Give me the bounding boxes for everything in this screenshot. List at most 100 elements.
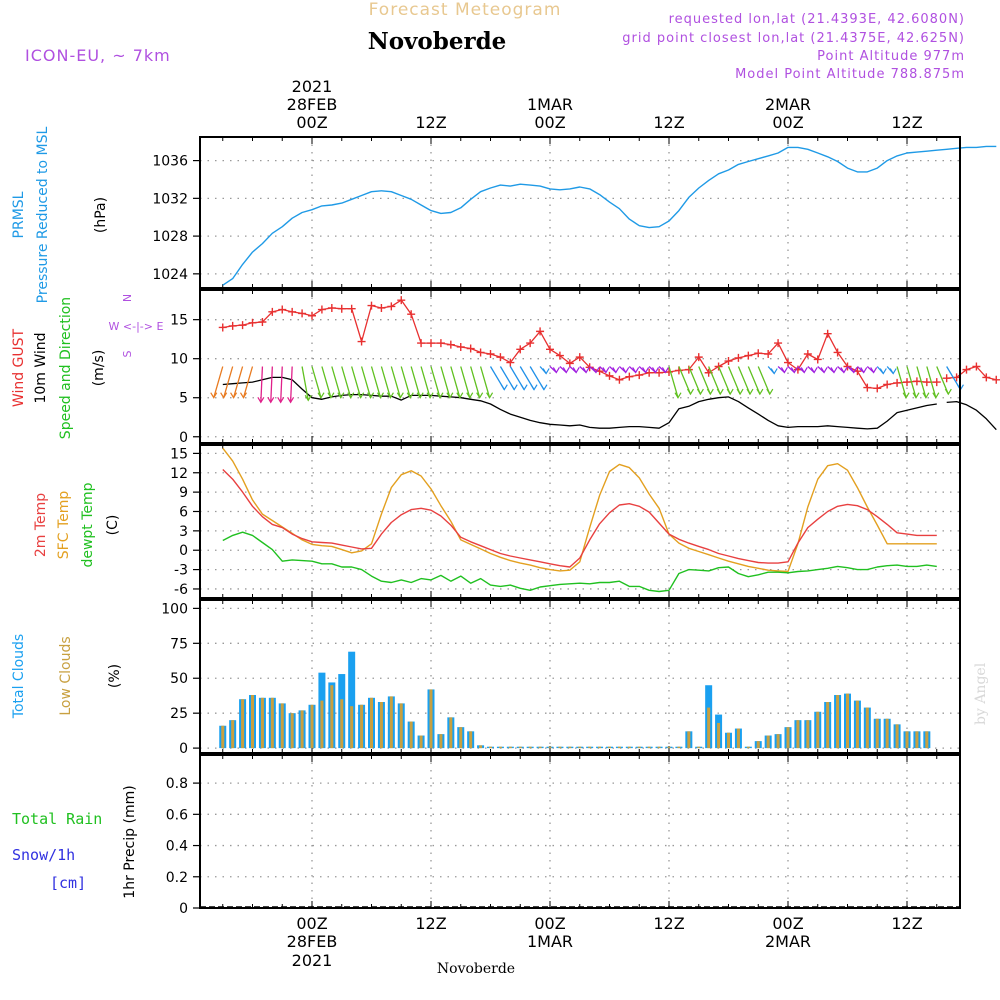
low-cloud-bar [915, 731, 919, 749]
temperature-ytick-label: -6 [174, 582, 188, 598]
low-cloud-bar [350, 706, 354, 749]
bottom-station-label: Novoberde [437, 961, 515, 977]
gust-marker [268, 307, 277, 316]
bottom-date-label: 28FEB [287, 932, 338, 951]
gust-marker [962, 365, 971, 374]
gust-marker [337, 304, 346, 313]
wind-arrow-head [736, 388, 744, 396]
gust-marker [367, 301, 376, 310]
wind-arrow-head [406, 392, 414, 399]
gust-marker [228, 321, 237, 330]
gust-marker [446, 340, 455, 349]
pressure-line [222, 145, 997, 286]
top-date-label: 28FEB [287, 95, 338, 114]
top-year-label: 2021 [292, 77, 333, 96]
temperature-ytick-label: 6 [179, 504, 188, 520]
gust-marker [456, 342, 465, 351]
gust-marker [218, 323, 227, 332]
low-cloud-bar [558, 746, 562, 749]
clouds-panel: 0 25 50 75 100 [161, 600, 960, 757]
wind-panel: 0 5 10 15 [170, 290, 1000, 446]
top-hour-label: 12Z [891, 113, 922, 132]
gust-marker [833, 348, 842, 357]
gust-marker [694, 353, 703, 362]
gust-marker [922, 378, 931, 387]
wind-arrow-head [830, 367, 838, 374]
gust-marker [893, 378, 902, 387]
low-cloud-bar [469, 731, 473, 749]
wind-label-1: Wind GUST [11, 328, 27, 407]
clouds-ytick-label: 50 [170, 671, 188, 687]
gust-marker [615, 375, 624, 384]
top-date-label: 2MAR [765, 95, 811, 114]
gust-marker [317, 305, 326, 314]
low-cloud-bar [667, 746, 671, 749]
low-cloud-bar [409, 721, 413, 749]
wind-arrow-head [230, 392, 238, 399]
wind-arrow [688, 366, 702, 395]
low-cloud-bar [905, 731, 909, 749]
low-cloud-bar [925, 731, 929, 749]
clouds-label-2: Low Clouds [58, 636, 74, 715]
bottom-hour-label: 12Z [891, 914, 922, 933]
clouds-label-1: Total Clouds [11, 634, 27, 719]
low-cloud-bar [746, 746, 750, 749]
precip-axis-label: 1hr Precip (mm) [122, 785, 138, 898]
pressure-ytick-label: 1028 [152, 229, 188, 245]
low-cloud-bar [885, 718, 889, 749]
panels: 1024102810321036051015-6-303691215025507… [152, 136, 1000, 917]
gust-marker [635, 371, 644, 380]
requested-coords: requested lon,lat (21.4393E, 42.6080N) [669, 12, 965, 27]
low-cloud-bar [776, 734, 780, 749]
temp-label-2: SFC Temp [56, 491, 72, 560]
wind-frame [199, 289, 961, 444]
wind-arrow-head [661, 367, 669, 374]
gust-marker [774, 339, 783, 348]
gust-marker [238, 321, 247, 330]
low-cloud-bar [697, 746, 701, 749]
low-cloud-bar [875, 718, 879, 749]
wind-arrow [260, 366, 264, 403]
wind-arrow-head [287, 397, 295, 404]
wind-arrow-head [622, 367, 630, 374]
compass-north: N [121, 294, 134, 302]
forecast-title: Forecast Meteogram [369, 0, 562, 20]
wind-arrow-head [520, 384, 528, 391]
low-cloud-bar [310, 704, 314, 749]
dewpt-line [222, 531, 937, 593]
bottom-date-label: 2MAR [765, 932, 811, 951]
wind-arrow [311, 366, 322, 398]
wind-arrow-head [456, 392, 464, 399]
wind-arrow-head [944, 388, 952, 396]
wind-arrow-head [257, 397, 265, 404]
clouds-label-3: (%) [107, 664, 123, 688]
wind-arrow-head [674, 392, 682, 399]
low-cloud-bar [736, 728, 740, 749]
gust-marker [982, 373, 991, 382]
wind-ytick-label: 15 [170, 313, 188, 329]
gust-marker [903, 378, 911, 387]
wind-arrow [678, 366, 692, 395]
bottom-year-label: 2021 [292, 951, 333, 970]
temp-2m-line [222, 469, 937, 568]
wind-arrow-head [416, 392, 424, 399]
low-cloud-bar [370, 697, 373, 749]
grid-point-coords: grid point closest lon,lat (21.4375E, 42… [622, 31, 965, 46]
wind-arrow-head [726, 388, 734, 396]
wind-arrow-head [706, 388, 714, 396]
wind-arrow [470, 366, 481, 398]
low-cloud-bar [657, 746, 661, 749]
clouds-frame [199, 599, 961, 754]
low-cloud-bar [627, 746, 631, 749]
gust-marker [813, 355, 822, 364]
gust-marker [575, 353, 584, 362]
wind-arrow-head [446, 392, 454, 399]
gust-marker [496, 353, 505, 362]
low-cloud-bar [846, 693, 849, 749]
gust-marker [298, 309, 307, 318]
gust-marker [357, 337, 366, 346]
low-cloud-bar [280, 703, 284, 749]
low-cloud-bar [548, 746, 552, 749]
wind-arrow-head [572, 367, 580, 374]
